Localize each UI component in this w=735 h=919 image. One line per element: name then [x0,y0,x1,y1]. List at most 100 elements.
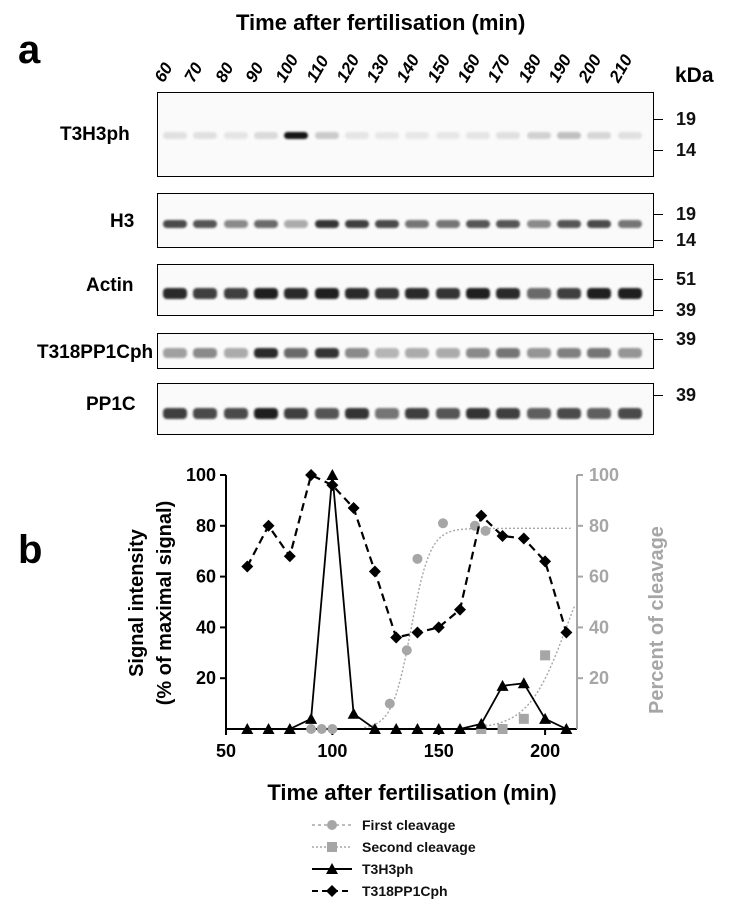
blot-band [617,220,642,228]
x-tick-label: 50 [216,741,236,761]
data-point [518,713,529,724]
panel-a-letter: a [18,28,41,72]
first-cleavage-fit-curve [364,527,571,729]
blot-band [526,287,551,299]
data-point [475,717,488,729]
kda-marker: 39 [676,329,697,349]
data-point [262,519,275,532]
data-point [560,723,573,734]
legend-label: T3H3ph [362,861,413,877]
data-point [262,723,275,734]
data-point [305,712,318,724]
data-point [241,560,254,573]
blot-band [344,407,369,419]
blot-band [223,348,248,358]
marker-tick [654,279,663,280]
legend-item: T3H3ph [312,861,413,877]
lane-label: 190 [544,51,576,86]
blot-band [435,131,460,139]
data-point [437,518,448,529]
series-line [247,474,567,730]
blot-band [163,220,187,228]
x-tick-label: 150 [424,741,454,761]
blot-band [253,220,278,228]
kda-label: kDa [675,64,714,87]
lane-label: 120 [332,51,364,86]
chart-curves [364,527,576,729]
x-tick-label: 200 [530,741,560,761]
blot-band [314,287,339,299]
data-point [480,525,491,536]
blot-band [496,131,521,139]
blot-label-t318pp1cph: T318PP1Cph [37,342,154,363]
data-point [539,712,552,724]
lane-label: 80 [211,59,238,86]
data-point [454,603,466,616]
blot-band [314,131,339,139]
blot-band [314,220,339,228]
blot-band [617,348,642,358]
marker-tick [654,395,663,396]
data-point [539,555,552,568]
blot-band [496,348,521,358]
kda-marker: 14 [676,230,697,250]
blot-band [163,407,187,419]
blot-band [253,287,278,299]
blot-band [587,220,612,228]
blot-h3 [157,193,654,248]
blot-band [587,348,612,358]
data-point [347,707,360,719]
blot-band [587,131,612,139]
y-tick-label-right: 60 [589,567,609,587]
legend-label: T318PP1Cph [362,883,448,899]
chart-series [241,469,573,734]
blot-band [405,407,430,419]
blot-band [405,287,430,299]
y-tick-label-right: 40 [589,617,609,637]
blot-band [526,220,551,228]
marker-tick [654,150,663,151]
data-point [326,469,339,480]
data-point [347,502,360,515]
data-point [496,679,509,691]
data-point [327,842,337,852]
lane-label: 150 [423,51,455,86]
data-point [401,645,412,656]
series-second-cleavage [476,650,551,734]
blot-band [375,131,400,139]
y-tick-label-left: 80 [196,516,216,536]
marker-tick [654,119,663,120]
lane-label: 140 [393,51,424,86]
blot-band [284,220,309,228]
blot-band [375,220,400,228]
blot-band [435,348,460,358]
blot-band [466,287,490,299]
marker-tick [654,240,663,241]
series-t318pp1cph [241,469,573,644]
lane-label: 70 [180,59,207,86]
x-tick-label: 100 [317,741,347,761]
lane-label: 130 [362,51,394,86]
data-point [241,723,254,734]
blot-band [284,131,309,139]
blot-band [466,220,490,228]
blot-t3h3ph [157,92,654,177]
lane-label: 100 [271,51,303,86]
blot-band [223,220,248,228]
data-point [412,553,423,564]
blot-band [375,407,400,419]
blot-band [526,348,551,358]
blot-band [344,131,369,139]
legend-label: Second cleavage [362,839,476,855]
series-first-cleavage [306,518,491,734]
series-line [246,473,568,639]
panel-b-letter: b [18,528,43,572]
blot-band [617,287,642,299]
data-point [384,698,395,709]
x-axis-label: Time after fertilisation (min) [267,780,556,805]
blot-band [375,287,400,299]
legend-item: Second cleavage [312,839,476,855]
y-tick-label-left: 60 [196,567,216,587]
lane-label: 170 [483,51,515,86]
blot-band [193,348,218,358]
